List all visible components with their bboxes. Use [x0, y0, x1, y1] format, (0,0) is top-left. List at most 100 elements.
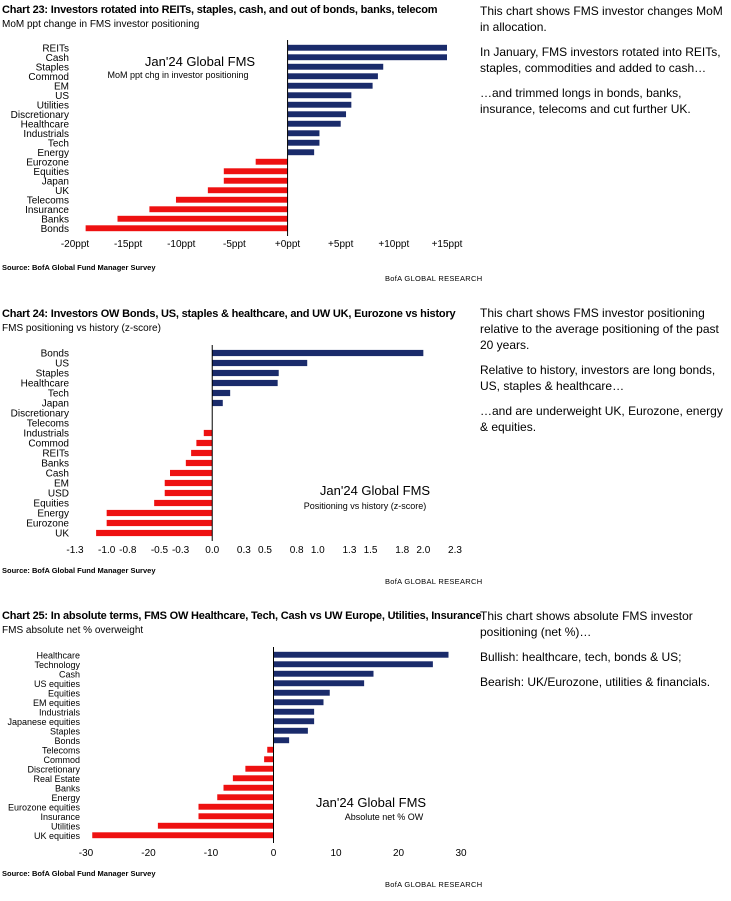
bar-energy: [217, 794, 274, 801]
bar-japan: [223, 177, 288, 184]
category-label: Banks: [41, 459, 69, 470]
bar-utilities: [287, 101, 352, 108]
category-label: Cash: [46, 53, 69, 64]
x-tick-label: 0: [271, 848, 277, 859]
x-tick-label: -10: [204, 848, 219, 859]
chart-24-source: Source: BofA Global Fund Manager Survey: [2, 566, 156, 575]
bar-banks: [185, 459, 213, 467]
category-label: Commod: [28, 72, 69, 83]
chart-25-title: Chart 25: In absolute terms, FMS OW Heal…: [2, 610, 482, 622]
bar-tech: [287, 139, 320, 146]
category-label: UK equities: [34, 831, 81, 841]
bar-utilities: [157, 822, 274, 829]
category-label: US: [55, 91, 69, 102]
x-tick-label: 0.5: [258, 545, 272, 556]
bar-healthcare: [287, 120, 341, 127]
chart-25-subtitle: FMS absolute net % overweight: [2, 625, 144, 636]
category-label: UK: [55, 529, 69, 540]
bar-eurozone: [106, 519, 213, 527]
bar-tech: [212, 389, 231, 397]
bar-us: [212, 359, 308, 367]
annotation-subtitle: Absolute net % OW: [345, 812, 424, 822]
x-tick-label: 30: [455, 848, 467, 859]
category-label: Equities: [33, 167, 69, 178]
category-label: Bonds: [41, 224, 69, 235]
category-label: Japan: [42, 399, 69, 410]
x-tick-label: +0ppt: [275, 239, 301, 250]
bar-staples: [212, 369, 279, 377]
bar-commod: [196, 439, 213, 447]
category-label: Industrials: [23, 129, 69, 140]
bar-eurozone: [255, 158, 288, 165]
chart-23-brand: BofA GLOBAL RESEARCH: [385, 274, 483, 283]
bar-industrials: [273, 708, 315, 715]
category-label: Cash: [59, 669, 80, 679]
bar-us-equities: [273, 680, 365, 687]
chart-23-subtitle: MoM ppt change in FMS investor positioni…: [2, 19, 200, 30]
category-label: Telecoms: [27, 195, 69, 206]
chart-25-brand: BofA GLOBAL RESEARCH: [385, 880, 483, 889]
bar-staples: [273, 727, 308, 734]
bar-industrials: [287, 130, 320, 137]
chart-25-commentary: This chart shows absolute FMS investor p…: [480, 608, 725, 699]
chart-25-commentary-1: This chart shows absolute FMS investor p…: [480, 609, 693, 639]
chart-23-svg: REITsCashStaplesCommodEMUSUtilitiesDiscr…: [11, 40, 463, 250]
annotation-title: Jan'24 Global FMS: [320, 483, 430, 498]
bar-us: [287, 92, 352, 99]
category-label: Eurozone: [26, 519, 69, 530]
x-tick-label: +10ppt: [378, 239, 409, 250]
category-label: Discretionary: [11, 409, 69, 420]
category-label: Eurozone: [26, 157, 69, 168]
category-label: Equities: [48, 688, 81, 698]
bar-cash: [170, 469, 213, 477]
bar-reits: [191, 449, 213, 457]
chart-24-subtitle: FMS positioning vs history (z-score): [2, 323, 161, 334]
category-label: Banks: [41, 214, 69, 225]
bar-cash: [273, 670, 374, 677]
category-label: Energy: [37, 509, 69, 520]
bar-em-equities: [273, 699, 324, 706]
bar-banks: [223, 784, 274, 791]
category-label: UK: [55, 186, 69, 197]
bar-bonds: [212, 349, 424, 357]
x-tick-label: -0.3: [172, 545, 190, 556]
x-tick-label: 1.3: [342, 545, 356, 556]
bar-japanese-equities: [273, 718, 315, 725]
category-label: US equities: [34, 679, 81, 689]
bar-real-estate: [232, 775, 274, 782]
category-label: US: [55, 359, 69, 370]
category-label: Tech: [48, 138, 69, 149]
bar-insurance: [149, 206, 288, 213]
chart-24-svg: BondsUSStaplesHealthcareTechJapanDiscret…: [11, 345, 462, 556]
bar-em: [287, 82, 373, 89]
category-label: Healthcare: [21, 379, 70, 390]
chart-24-commentary-1: This chart shows FMS investor positionin…: [480, 306, 719, 352]
x-tick-label: 10: [330, 848, 342, 859]
annotation-subtitle: MoM ppt chg in investor positioning: [107, 70, 248, 80]
chart-24-commentary-3: …and are underweight UK, Eurozone, energ…: [480, 404, 723, 434]
bar-energy: [106, 509, 213, 517]
chart-24-commentary: This chart shows FMS investor positionin…: [480, 305, 725, 444]
category-label: Utilities: [37, 100, 69, 111]
chart-25-source: Source: BofA Global Fund Manager Survey: [2, 869, 156, 878]
bar-banks: [117, 215, 288, 222]
bar-healthcare: [212, 379, 278, 387]
category-label: Discretionary: [11, 110, 69, 121]
x-tick-label: -15ppt: [114, 239, 143, 250]
bar-discretionary: [287, 111, 347, 118]
bar-bonds: [85, 225, 288, 232]
category-label: EM equities: [33, 698, 81, 708]
chart-23-source: Source: BofA Global Fund Manager Survey: [2, 263, 156, 272]
chart-23-commentary-3: …and trimmed longs in bonds, banks, insu…: [480, 86, 691, 116]
x-tick-label: -5ppt: [223, 239, 246, 250]
category-label: Bonds: [41, 349, 69, 360]
bar-commod: [287, 73, 378, 80]
chart-23-commentary-1: This chart shows FMS investor changes Mo…: [480, 4, 723, 34]
bar-equities: [223, 168, 288, 175]
chart-24-brand: BofA GLOBAL RESEARCH: [385, 577, 483, 586]
chart-25-commentary-2: Bullish: healthcare, tech, bonds & US;: [480, 650, 682, 664]
chart-23-title: Chart 23: Investors rotated into REITs, …: [2, 4, 438, 16]
category-label: REITs: [42, 43, 69, 54]
x-tick-label: -0.5: [151, 545, 169, 556]
category-label: Industrials: [39, 707, 81, 717]
